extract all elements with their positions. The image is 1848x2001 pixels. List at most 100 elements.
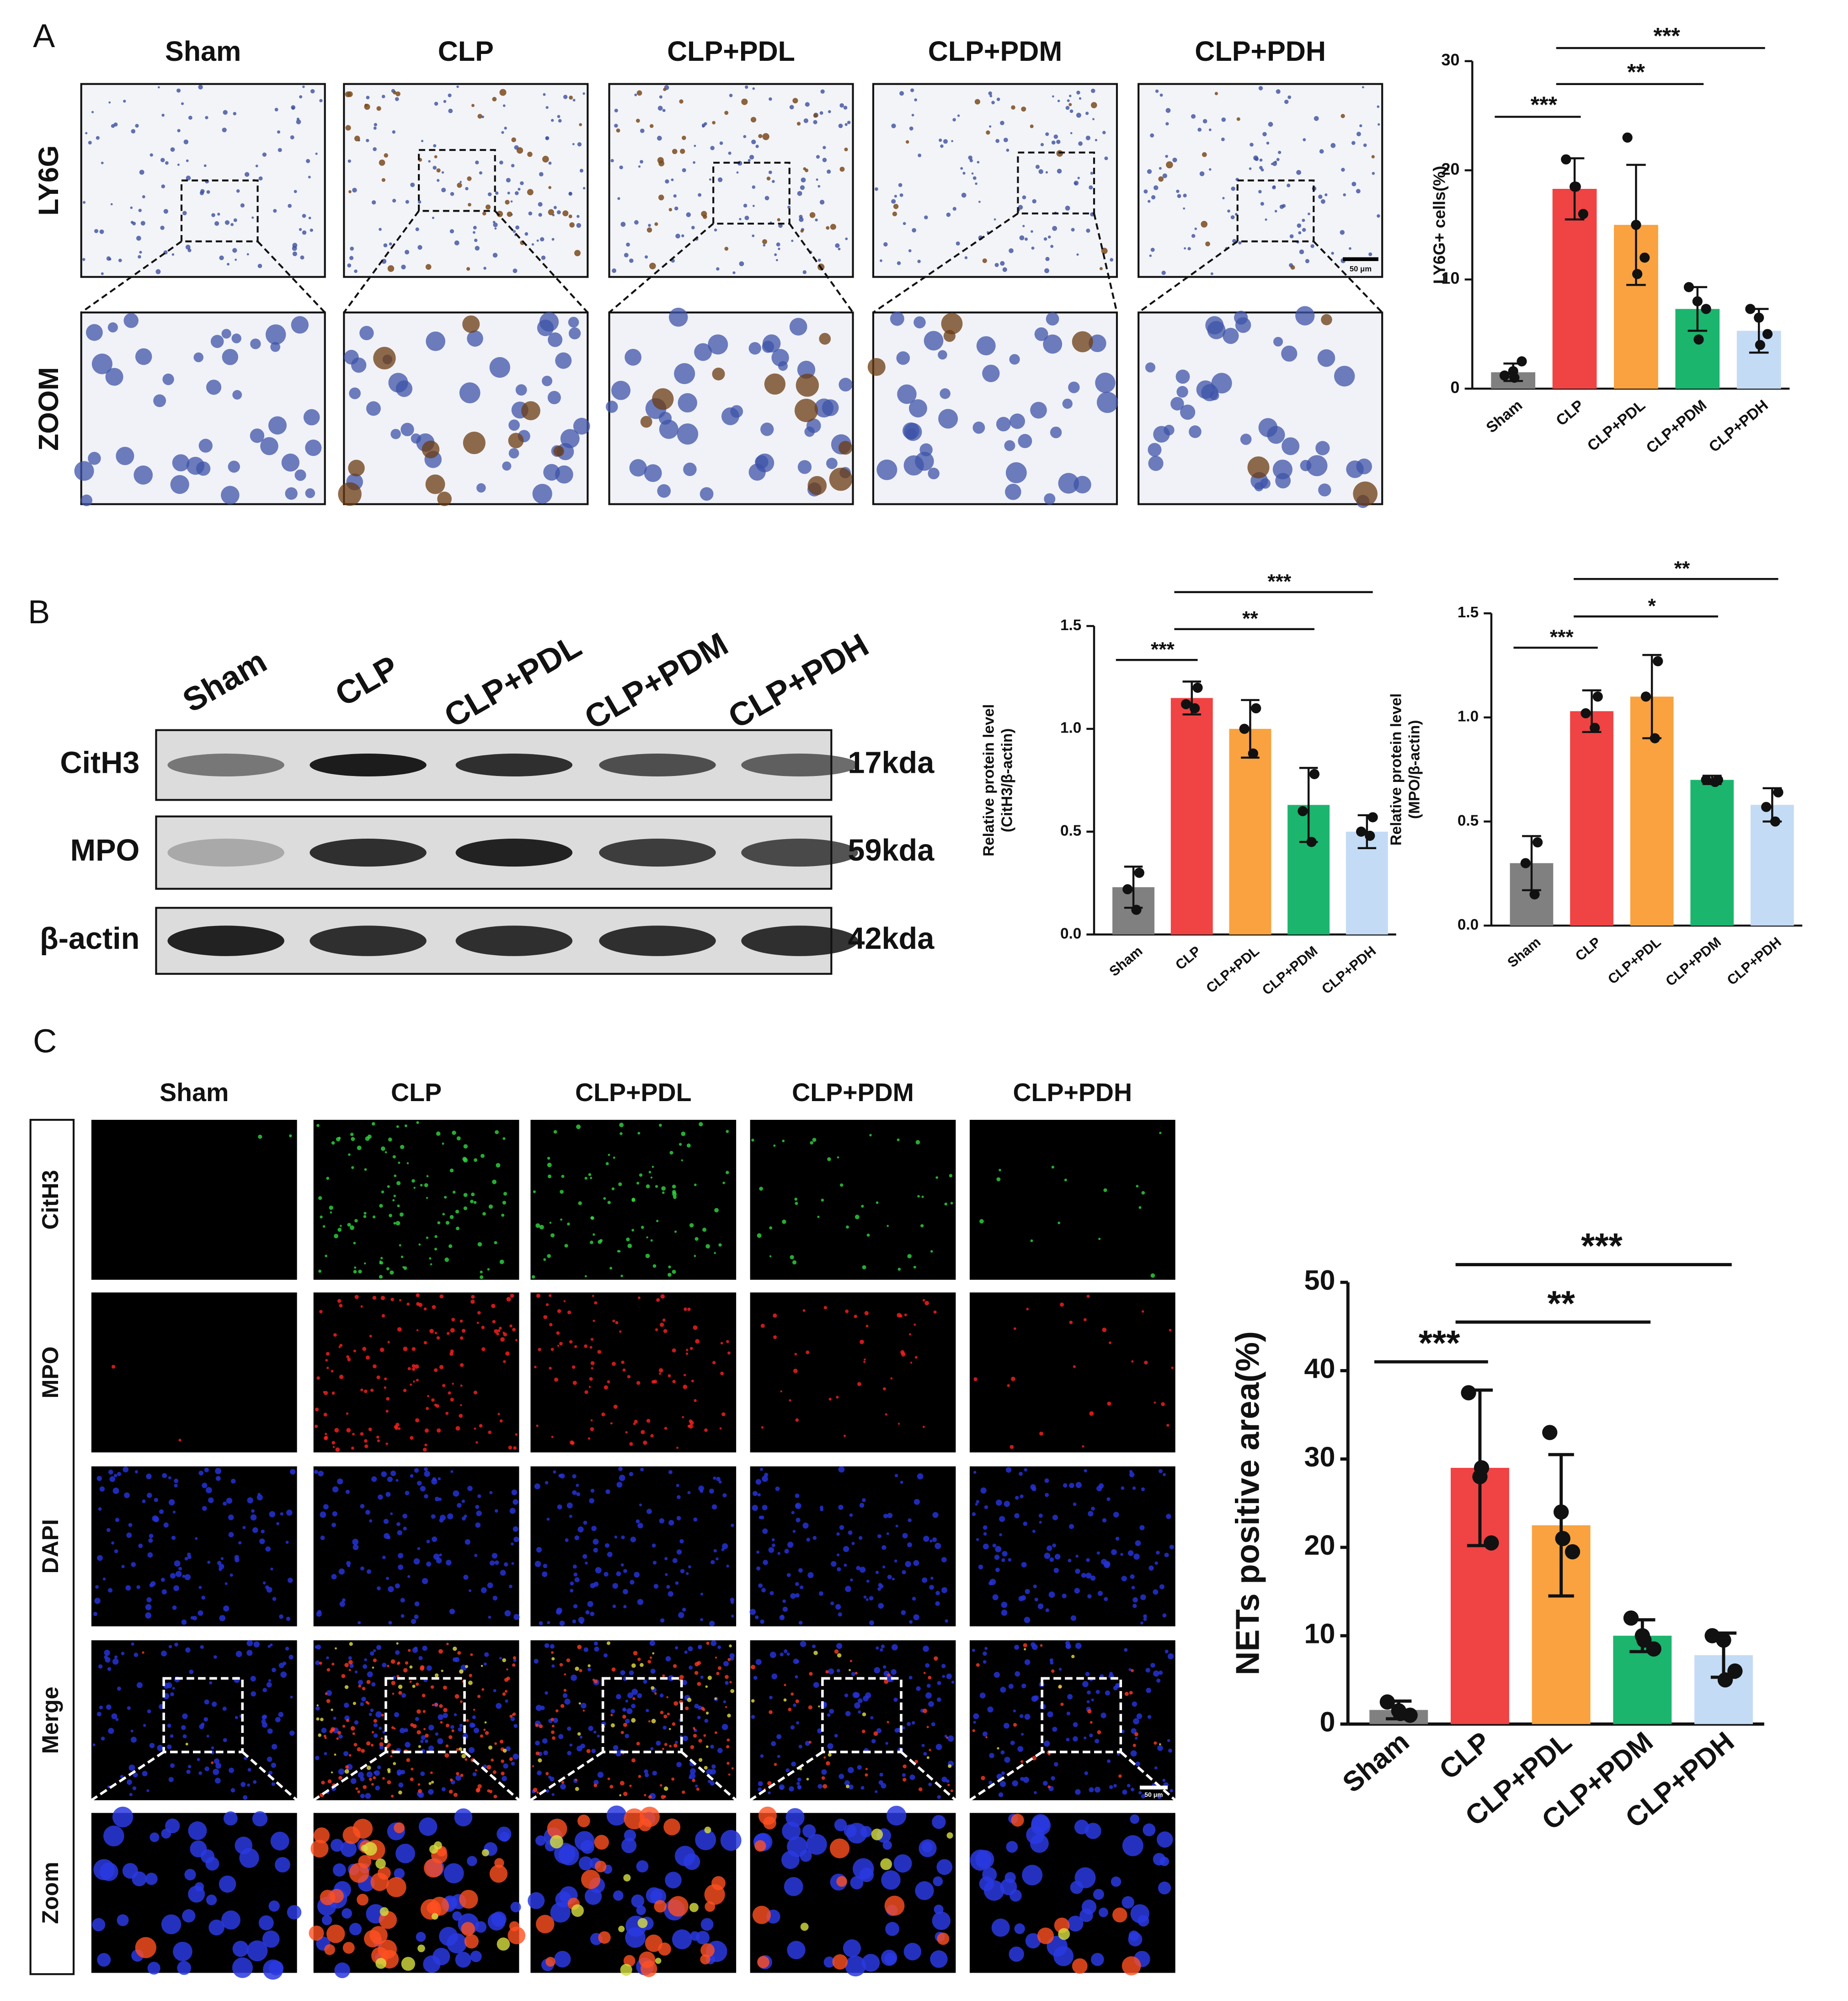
- speck: [363, 1215, 367, 1218]
- speck: [222, 1707, 227, 1711]
- speck: [331, 1391, 335, 1395]
- speck: [713, 1477, 716, 1480]
- speck: [267, 1728, 273, 1734]
- speck: [1135, 1737, 1138, 1740]
- speck: [457, 1503, 462, 1508]
- speck: [325, 1254, 327, 1257]
- speck: [752, 1905, 771, 1924]
- speck: [289, 1730, 295, 1736]
- speck: [604, 1543, 609, 1548]
- speck: [453, 1792, 458, 1797]
- speck: [96, 1476, 102, 1481]
- speck: [726, 1761, 730, 1765]
- speck: [1201, 220, 1208, 228]
- speck: [773, 1335, 777, 1339]
- speck: [658, 1368, 663, 1373]
- speck: [689, 1421, 694, 1425]
- speck: [448, 1735, 453, 1739]
- speck: [511, 1489, 518, 1495]
- speck: [353, 1743, 358, 1747]
- column-header: CLP: [391, 1078, 442, 1107]
- speck: [110, 203, 113, 206]
- speck: [620, 1670, 625, 1675]
- speck: [511, 137, 516, 142]
- speck: [361, 1749, 365, 1753]
- speck: [366, 1569, 371, 1574]
- speck: [914, 98, 918, 102]
- speck: [557, 1309, 561, 1313]
- speck: [1259, 158, 1263, 162]
- speck: [346, 1412, 349, 1415]
- speck: [442, 1213, 445, 1216]
- speck: [488, 1616, 491, 1619]
- speck: [641, 1430, 645, 1434]
- speck: [790, 1255, 794, 1259]
- speck: [434, 1403, 437, 1407]
- speck: [819, 111, 823, 115]
- speck: [210, 335, 224, 348]
- speck: [1000, 121, 1004, 125]
- speck: [716, 1557, 719, 1561]
- speck: [928, 467, 940, 480]
- speck: [326, 1924, 345, 1943]
- speck: [857, 1765, 862, 1770]
- speck: [1089, 185, 1093, 190]
- speck: [130, 1736, 137, 1743]
- speck: [181, 1725, 186, 1730]
- speck: [760, 1754, 764, 1758]
- speck: [149, 1743, 155, 1749]
- speck: [619, 165, 623, 170]
- speck: [1165, 155, 1168, 158]
- speck: [806, 418, 821, 433]
- speck: [512, 1327, 516, 1332]
- speck: [972, 1729, 975, 1732]
- speck: [480, 1275, 484, 1279]
- speck: [729, 93, 733, 97]
- speck: [182, 1574, 186, 1578]
- speck: [570, 1589, 574, 1593]
- speck: [1289, 234, 1294, 239]
- speck: [474, 238, 478, 242]
- speck: [1081, 1573, 1086, 1578]
- speck: [781, 1851, 800, 1869]
- speck: [1082, 1681, 1089, 1687]
- speck: [668, 307, 688, 327]
- speck: [221, 1910, 240, 1930]
- speck: [782, 1220, 786, 1224]
- speck: [909, 1774, 915, 1780]
- speck: [361, 1845, 368, 1852]
- speck: [220, 1557, 224, 1560]
- speck: [425, 1733, 429, 1738]
- speck: [941, 1557, 947, 1562]
- speck: [1006, 149, 1009, 152]
- speck: [367, 1134, 372, 1139]
- speck: [806, 1777, 809, 1781]
- speck: [652, 1652, 655, 1655]
- speck: [932, 1815, 946, 1829]
- speck: [547, 1156, 550, 1160]
- speck: [1023, 1643, 1027, 1648]
- speck: [718, 1243, 722, 1247]
- speck: [1131, 1360, 1134, 1363]
- speck: [713, 1549, 717, 1553]
- speck: [105, 368, 123, 386]
- zoom-box: [1236, 179, 1315, 242]
- speck: [106, 1528, 111, 1532]
- speck: [836, 1669, 840, 1673]
- speck: [550, 1233, 555, 1238]
- speck: [150, 1581, 156, 1587]
- speck: [561, 1781, 565, 1784]
- speck: [101, 272, 104, 275]
- speck: [704, 1766, 708, 1770]
- speck: [305, 439, 322, 456]
- data-point: [1762, 329, 1773, 339]
- speck: [711, 1504, 717, 1510]
- speck: [130, 220, 134, 224]
- speck: [876, 1646, 879, 1650]
- speck: [762, 1528, 768, 1534]
- speck: [558, 1734, 564, 1739]
- speck: [891, 1669, 897, 1675]
- speck: [652, 1166, 654, 1168]
- speck: [534, 1483, 540, 1489]
- speck: [712, 121, 716, 125]
